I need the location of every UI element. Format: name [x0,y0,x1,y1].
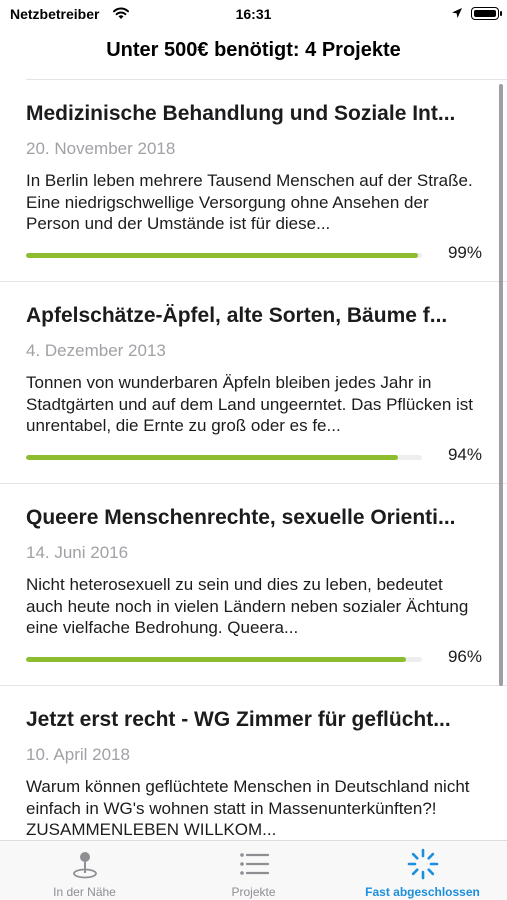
funding-progress-bar [26,657,422,662]
tab-bar: In der Nähe Projekte Fast abgesc [0,840,507,900]
page-title: Unter 500€ benötigt: 4 Projekte [106,39,401,61]
status-bar: Netzbetreiber 16:31 [0,0,507,28]
location-arrow-icon [452,8,462,18]
project-card[interactable]: Queere Menschenrechte, sexuelle Orienti.… [0,484,507,686]
tab-label: Fast abgeschlossen [365,885,480,899]
project-description: Nicht heterosexuell zu sein und dies zu … [26,575,469,637]
project-date: 20. November 2018 [26,139,176,158]
tab-label: Projekte [231,885,276,899]
project-date: 14. Juni 2016 [26,543,129,562]
project-description: In Berlin leben mehrere Tausend Menschen… [26,171,473,233]
project-card[interactable]: Jetzt erst recht - WG Zimmer für geflüch… [0,686,507,840]
funding-progress-bar [26,253,422,258]
funding-percent: 99% [447,243,482,262]
funding-progress-bar [26,455,422,460]
carrier-name: Netzbetreiber [10,6,100,22]
project-description: Tonnen von wunderbaren Äpfeln bleiben je… [26,373,474,435]
list-icon [239,853,269,875]
map-pin-icon [72,852,97,879]
tab-almost-finished[interactable]: Fast abgeschlossen [338,841,507,900]
wifi-icon [113,7,129,19]
project-title: Jetzt erst recht - WG Zimmer für geflüch… [26,708,451,731]
project-card[interactable]: Apfelschätze-Äpfel, alte Sorten, Bäume f… [0,282,507,484]
tab-nearby[interactable]: In der Nähe [0,841,169,900]
project-card[interactable]: Medizinische Behandlung und Soziale Int.… [0,80,507,282]
tab-projects[interactable]: Projekte [169,841,338,900]
project-title: Queere Menschenrechte, sexuelle Orienti.… [26,506,456,529]
project-date: 4. Dezember 2013 [26,341,166,360]
battery-icon [471,7,502,20]
project-title: Medizinische Behandlung und Soziale Int.… [26,102,456,125]
funding-percent: 94% [447,445,482,464]
spinner-icon [407,848,438,880]
clock: 16:31 [235,6,272,22]
project-title: Apfelschätze-Äpfel, alte Sorten, Bäume f… [26,304,448,327]
project-description: Warum können geflüchtete Menschen in Deu… [26,777,470,839]
project-date: 10. April 2018 [26,745,130,764]
tab-label: In der Nähe [53,885,116,899]
scroll-indicator[interactable] [499,84,503,686]
header-divider [26,79,507,80]
project-list[interactable]: Medizinische Behandlung und Soziale Int.… [0,80,507,840]
funding-percent: 96% [447,647,482,666]
